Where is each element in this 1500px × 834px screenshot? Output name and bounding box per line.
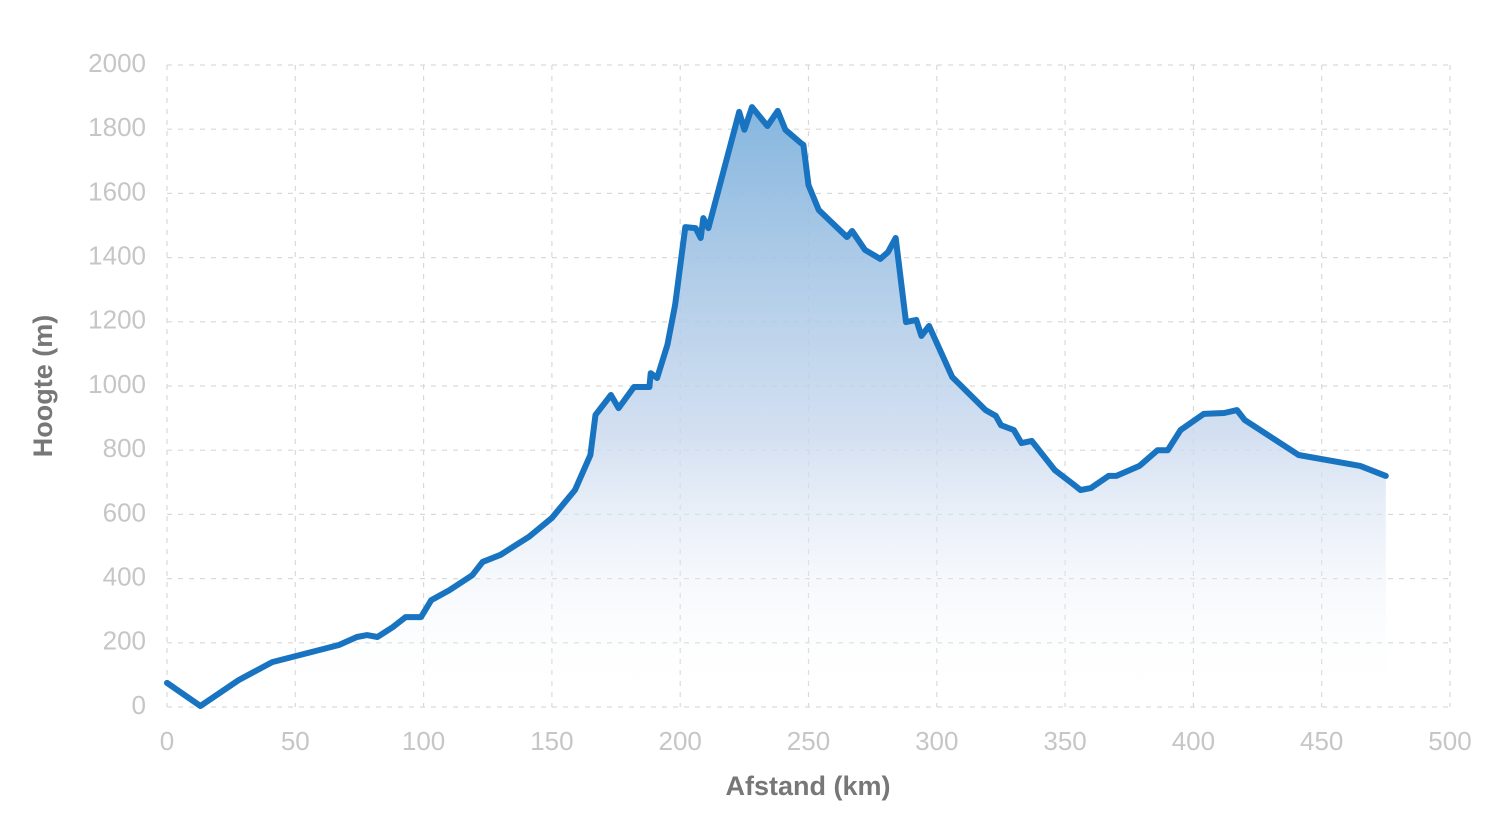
x-tick-label: 200 xyxy=(659,726,702,756)
x-tick-label: 500 xyxy=(1428,726,1471,756)
y-tick-label: 1000 xyxy=(88,369,146,399)
y-tick-label: 1200 xyxy=(88,305,146,335)
y-tick-label: 600 xyxy=(103,497,146,527)
x-tick-label: 100 xyxy=(402,726,445,756)
y-tick-label: 0 xyxy=(132,690,146,720)
y-tick-label: 1600 xyxy=(88,176,146,206)
x-tick-label: 150 xyxy=(530,726,573,756)
y-tick-label: 1800 xyxy=(88,112,146,142)
y-tick-label: 1400 xyxy=(88,240,146,270)
x-tick-label: 0 xyxy=(160,726,174,756)
x-tick-label: 50 xyxy=(281,726,310,756)
y-axis-title: Hoogte (m) xyxy=(28,315,58,457)
y-tick-label: 200 xyxy=(103,626,146,656)
elevation-line xyxy=(164,104,1389,709)
x-tick-label: 250 xyxy=(787,726,830,756)
area-fill xyxy=(167,107,1386,708)
y-tick-label: 800 xyxy=(103,433,146,463)
y-tick-label: 400 xyxy=(103,561,146,591)
x-tick-label: 350 xyxy=(1043,726,1086,756)
x-tick-label: 450 xyxy=(1300,726,1343,756)
x-axis-title: Afstand (km) xyxy=(725,771,890,801)
y-tick-label: 2000 xyxy=(88,48,146,78)
x-tick-label: 300 xyxy=(915,726,958,756)
x-tick-label: 400 xyxy=(1172,726,1215,756)
